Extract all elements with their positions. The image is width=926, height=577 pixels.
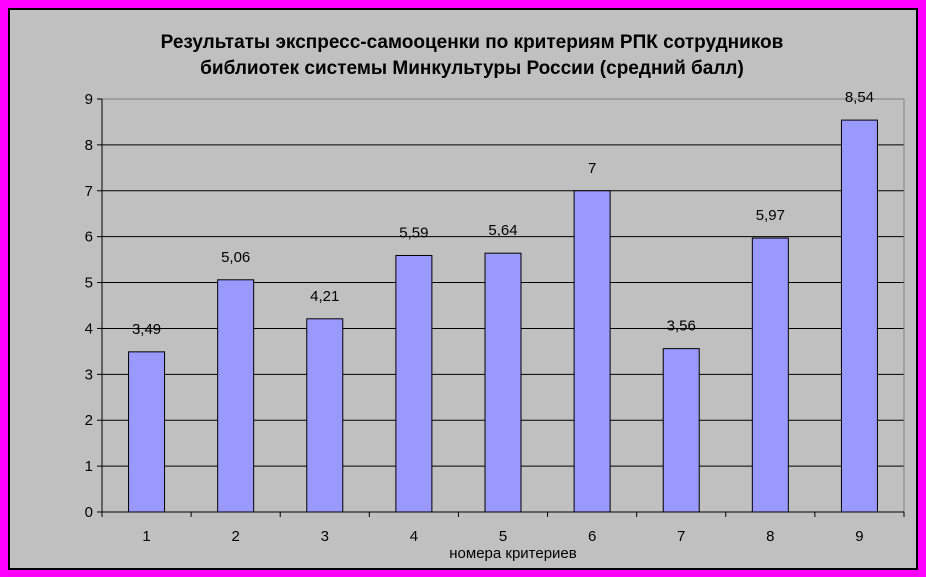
bar: [840, 119, 878, 513]
data-label: 3,49: [132, 321, 161, 338]
data-label: 7: [588, 160, 596, 177]
y-tick-label: 5: [85, 275, 93, 292]
y-tick-label: 9: [85, 91, 93, 108]
x-tick-label: 7: [677, 528, 685, 545]
x-tick-label: 5: [499, 528, 507, 545]
x-tick-label: 3: [321, 528, 329, 545]
y-tick-label: 2: [85, 412, 93, 429]
bar: [395, 254, 433, 513]
bar-chart: Результаты экспресс-самооценки по критер…: [85, 32, 905, 562]
bar: [573, 190, 611, 513]
data-label: 3,56: [667, 318, 696, 335]
bar: [484, 252, 522, 513]
x-tick-label: 1: [142, 528, 150, 545]
bar: [217, 279, 255, 513]
bar: [751, 237, 789, 513]
x-tick-label: 8: [766, 528, 774, 545]
bar: [306, 318, 344, 513]
y-tick-label: 7: [85, 183, 93, 200]
data-label: 5,59: [399, 224, 428, 241]
y-tick-label: 0: [85, 504, 93, 521]
chart-title-line-1: Результаты экспресс-самооценки по критер…: [161, 32, 784, 53]
bar: [662, 348, 700, 513]
chart-title-line-2: библиотек системы Минкультуры России (ср…: [200, 58, 744, 79]
chart-frame: Результаты экспресс-самооценки по критер…: [8, 8, 918, 570]
data-label: 5,64: [488, 222, 517, 239]
y-tick-label: 3: [85, 366, 93, 383]
y-tick-label: 6: [85, 229, 93, 246]
x-tick-label: 2: [231, 528, 239, 545]
x-tick-label: 4: [410, 528, 418, 545]
data-label: 4,21: [310, 288, 339, 305]
x-axis-title: номера критериев: [449, 545, 577, 562]
x-tick-label: 9: [855, 528, 863, 545]
data-label: 8,54: [845, 89, 874, 106]
bar: [128, 351, 166, 513]
y-tick-label: 1: [85, 458, 93, 475]
y-tick-label: 8: [85, 137, 93, 154]
data-label: 5,97: [756, 207, 785, 224]
plot-area: 0 1 2 3 4 5 6 7 8 9 3,49 1 5,06 2 4,21 3 5,59 4 5,64 5 7 6 3,5…: [85, 89, 905, 545]
y-tick-label: 4: [85, 320, 93, 337]
x-tick-label: 6: [588, 528, 596, 545]
data-label: 5,06: [221, 249, 250, 266]
